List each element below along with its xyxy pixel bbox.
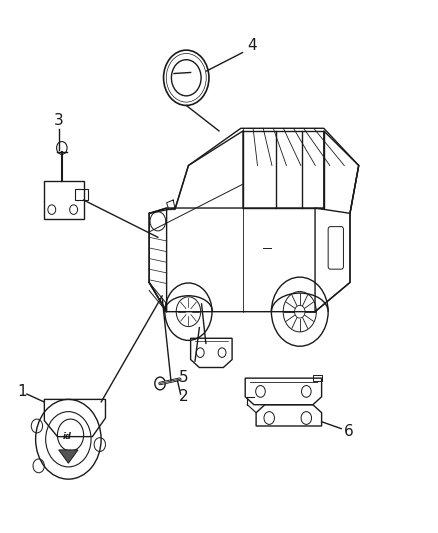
Text: 6: 6 — [343, 424, 353, 439]
Text: 3: 3 — [54, 114, 64, 128]
Polygon shape — [59, 450, 78, 463]
Text: 5: 5 — [179, 370, 189, 385]
Text: id: id — [63, 432, 72, 441]
Text: 4: 4 — [247, 38, 257, 53]
Text: 2: 2 — [179, 389, 189, 404]
Text: 1: 1 — [18, 384, 27, 399]
